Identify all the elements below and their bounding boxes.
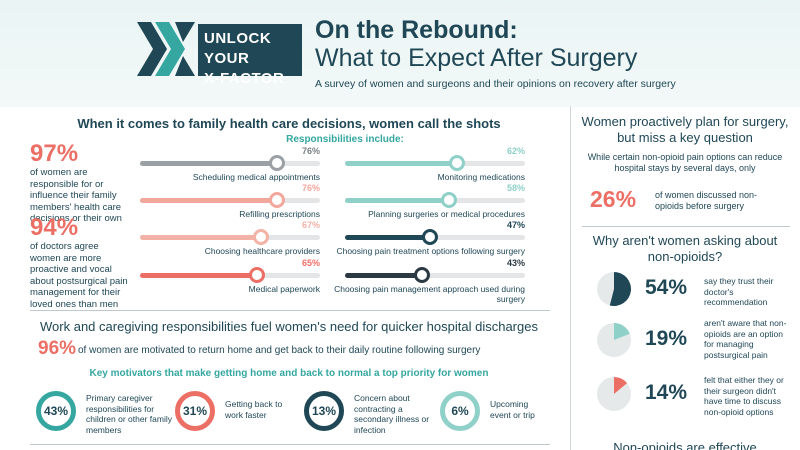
logo-wordmark: UNLOCK YOUR X-FACTOR xyxy=(198,24,302,87)
stat-97-text: of women are responsible for or influenc… xyxy=(30,167,122,224)
bar-knob xyxy=(252,229,269,245)
pct-96-text: of women are motivated to return home an… xyxy=(78,345,481,356)
page-subtitle: A survey of women and surgeons and their… xyxy=(315,78,676,90)
motivator-circle-13: 13% xyxy=(304,391,344,431)
header-banner: UNLOCK YOUR X-FACTOR On the Rebound: Wha… xyxy=(0,0,800,107)
bar-label: Scheduling medical appointments xyxy=(192,172,320,182)
pie-slice xyxy=(609,272,631,306)
bar-label: Choosing pain treatment options followin… xyxy=(336,246,525,256)
responsibilities-title: Responsibilities include: xyxy=(286,134,404,145)
right-text-hospital-stays: While certain non-opioid pain options ca… xyxy=(587,152,783,173)
reason-pct-trust: 54% xyxy=(645,276,688,299)
column-divider xyxy=(570,106,571,450)
motivator-text-infection: Concern about contracting a secondary il… xyxy=(354,393,430,435)
motivator-text-caregiver: Primary caregiver responsibilities for c… xyxy=(86,393,172,435)
responsibility-bar xyxy=(345,229,525,245)
bar-knob xyxy=(448,155,465,171)
bar-fill xyxy=(345,161,457,166)
right-footer-title: Non-opioids are effective xyxy=(613,440,757,450)
section1-title: When it comes to family health care deci… xyxy=(77,116,501,131)
stat-94-text: of doctors agree women are more proactiv… xyxy=(30,241,128,310)
stat-97-value: 97% xyxy=(30,140,79,167)
stat-94-value: 94% xyxy=(30,214,79,241)
section2-title: Work and caregiving responsibilities fue… xyxy=(40,319,538,334)
x-logo-icon xyxy=(137,22,195,76)
pct-26-text: of women discussed non-opioids before su… xyxy=(655,190,758,211)
bar-label: Choosing healthcare providers xyxy=(204,246,320,256)
bar-label: Monitoring medications xyxy=(437,172,525,182)
right-title-why: Why aren't women asking about non-opioid… xyxy=(592,233,778,264)
bar-fill xyxy=(140,235,261,240)
motivator-circle-6: 6% xyxy=(440,391,480,431)
bar-percent-label: 58% xyxy=(506,183,525,193)
bar-label: Planning surgeries or medical procedures xyxy=(368,209,525,219)
reason-pct-no-time: 14% xyxy=(645,381,688,404)
responsibility-bar xyxy=(345,155,525,171)
reason-pct-unaware: 19% xyxy=(645,327,688,350)
pie-icon-no-time xyxy=(597,377,631,411)
bar-fill xyxy=(140,161,277,166)
logo-line-1: UNLOCK YOUR xyxy=(204,30,272,67)
bar-knob xyxy=(421,229,438,245)
right-divider xyxy=(582,226,790,227)
motivator-text-work: Getting back to work faster xyxy=(225,399,283,420)
bar-fill xyxy=(140,273,257,278)
reason-text-trust: say they trust their doctor's recommenda… xyxy=(704,276,774,307)
bar-knob xyxy=(249,267,265,283)
bar-fill xyxy=(140,198,277,203)
page-title-line-2: What to Expect After Surgery xyxy=(315,44,638,72)
bar-percent-label: 43% xyxy=(506,258,525,268)
pie-slice xyxy=(614,377,628,394)
pct-26-value: 26% xyxy=(590,186,637,212)
responsibility-bar xyxy=(345,192,525,208)
bar-knob xyxy=(268,192,285,208)
right-title-plan: Women proactively plan for surgery, but … xyxy=(581,114,789,145)
bar-knob xyxy=(441,192,458,208)
responsibility-bar xyxy=(140,267,320,283)
responsibility-bar xyxy=(140,155,320,171)
reason-text-no-time: felt that either they or their surgeon d… xyxy=(704,375,784,417)
pct-96-value: 96% xyxy=(38,338,77,359)
page-title-line-1: On the Rebound: xyxy=(315,16,518,44)
bar-track xyxy=(345,273,525,278)
motivator-circle-43: 43% xyxy=(36,391,76,431)
reason-text-unaware: aren't aware that non-opioids are an opt… xyxy=(704,318,787,360)
responsibility-bar xyxy=(345,267,525,283)
bar-knob xyxy=(268,155,285,171)
bar-fill xyxy=(345,273,423,278)
pie-icon-trust xyxy=(597,272,631,306)
bar-fill xyxy=(345,198,450,203)
logo-line-2: X-FACTOR xyxy=(204,70,285,87)
bar-knob xyxy=(414,267,431,283)
bar-label: Refilling prescriptions xyxy=(239,209,320,219)
pie-slice xyxy=(614,323,630,340)
section-divider xyxy=(30,310,550,311)
bottom-divider xyxy=(30,444,550,445)
responsibility-bar xyxy=(140,229,320,245)
bar-label: Choosing pain management approach used d… xyxy=(334,284,525,304)
bar-percent-label: 62% xyxy=(506,146,525,156)
bar-percent-label: 47% xyxy=(506,220,525,230)
bar-fill xyxy=(345,235,430,240)
bar-percent-label: 67% xyxy=(301,220,320,230)
pie-icon-unaware xyxy=(597,323,631,357)
bar-label: Medical paperwork xyxy=(248,284,320,294)
bar-percent-label: 76% xyxy=(301,146,320,156)
key-motivators-title: Key motivators that make getting home an… xyxy=(89,368,489,379)
responsibility-bar xyxy=(140,192,320,208)
bar-percent-label: 76% xyxy=(301,183,320,193)
bar-percent-label: 65% xyxy=(301,258,320,268)
motivator-text-event: Upcoming event or trip xyxy=(490,399,535,420)
motivator-circle-31: 31% xyxy=(175,391,215,431)
